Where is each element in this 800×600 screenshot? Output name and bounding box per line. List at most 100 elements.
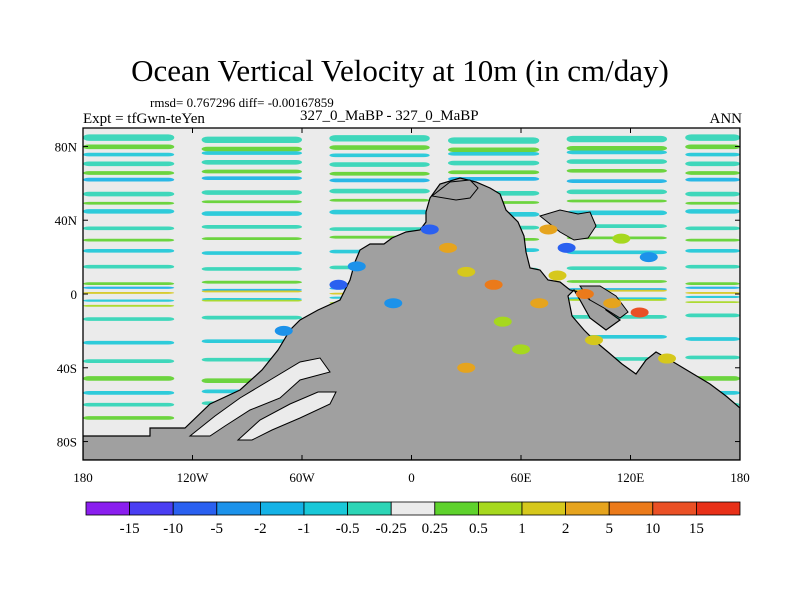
velocity-blob — [658, 353, 676, 364]
velocity-band — [83, 291, 175, 294]
land-arctic-rim — [430, 179, 479, 201]
velocity-blob — [347, 261, 366, 272]
velocity-blob — [539, 224, 558, 235]
colorbar-swatch — [347, 501, 392, 516]
velocity-blob — [493, 316, 512, 327]
experiment-label: Expt = tfGwn-teYen — [83, 111, 205, 127]
velocity-band — [83, 152, 175, 157]
velocity-band — [685, 337, 740, 341]
y-tick-label: 0 — [71, 287, 78, 302]
velocity-band — [448, 170, 540, 175]
colorbar-label: -5 — [211, 521, 224, 537]
velocity-blob — [457, 362, 476, 373]
velocity-band — [201, 251, 302, 255]
velocity-band — [201, 299, 302, 302]
velocity-band — [685, 301, 740, 304]
velocity-band — [201, 190, 302, 195]
velocity-band — [685, 238, 740, 242]
velocity-band — [685, 171, 740, 175]
colorbar-swatch — [434, 501, 479, 516]
velocity-band — [566, 199, 667, 203]
velocity-band — [83, 391, 175, 395]
velocity-band — [685, 313, 740, 318]
velocity-band — [201, 315, 302, 320]
velocity-band — [83, 286, 175, 289]
velocity-band — [83, 134, 175, 141]
velocity-band — [448, 177, 540, 181]
velocity-anomaly-blobs — [274, 224, 676, 373]
velocity-band — [83, 299, 175, 302]
velocity-band — [83, 201, 175, 205]
velocity-band — [83, 171, 175, 175]
colorbar-label: 15 — [689, 521, 704, 537]
velocity-band — [201, 280, 302, 284]
velocity-blob — [612, 233, 631, 244]
chart-title: Ocean Vertical Velocity at 10m (in cm/da… — [131, 53, 669, 88]
velocity-band — [201, 267, 302, 271]
colorbar-label: -0.25 — [376, 521, 407, 537]
colorbar-swatch — [390, 501, 436, 516]
velocity-band — [329, 198, 430, 202]
velocity-band — [566, 150, 667, 155]
colorbar-swatch — [477, 501, 523, 516]
velocity-blob — [512, 344, 530, 355]
velocity-band — [685, 226, 740, 231]
land-masses — [83, 177, 740, 460]
velocity-band — [448, 147, 540, 153]
colorbar-label: -10 — [163, 521, 183, 537]
velocity-blob — [630, 307, 649, 318]
velocity-band — [685, 191, 740, 197]
velocity-band — [448, 137, 540, 144]
velocity-band — [329, 145, 430, 150]
velocity-band — [83, 359, 175, 363]
velocity-band — [83, 191, 175, 197]
velocity-blob — [639, 252, 658, 263]
velocity-band — [685, 152, 740, 157]
velocity-band — [685, 209, 740, 214]
colorbar-label: 2 — [562, 521, 570, 537]
velocity-blob — [603, 298, 622, 309]
velocity-band — [83, 340, 175, 345]
colorbar-label: 0.25 — [422, 521, 448, 537]
velocity-band — [329, 162, 430, 167]
velocity-band — [329, 178, 430, 183]
velocity-band — [201, 225, 302, 229]
velocity-band — [83, 304, 175, 307]
velocity-band — [83, 248, 175, 253]
x-tick-label: 60E — [511, 470, 532, 485]
colorbar-label: 5 — [605, 521, 613, 537]
velocity-band — [201, 200, 302, 204]
velocity-band — [329, 209, 430, 215]
velocity-band — [83, 416, 175, 420]
velocity-band — [566, 210, 667, 216]
colorbar-swatch — [652, 501, 697, 516]
y-tick-label: 80S — [57, 435, 77, 450]
velocity-blob — [530, 298, 549, 309]
x-tick-label: 180 — [730, 470, 750, 485]
season-label: ANN — [709, 111, 743, 127]
colorbar-label: 0.5 — [469, 521, 488, 537]
velocity-blob — [384, 298, 403, 309]
velocity-band — [566, 159, 667, 164]
x-axis: 180 120W 60W 0 60E 120E 180 — [73, 128, 750, 485]
velocity-band — [685, 134, 740, 141]
velocity-blob — [274, 325, 293, 336]
velocity-band — [83, 376, 175, 381]
velocity-band — [448, 151, 540, 156]
colorbar-label: -0.5 — [336, 521, 360, 537]
velocity-band — [201, 169, 302, 174]
velocity-band — [201, 237, 302, 241]
velocity-band — [201, 290, 302, 293]
velocity-blob — [557, 242, 576, 253]
velocity-band — [83, 264, 175, 269]
velocity-band — [329, 227, 430, 231]
velocity-band — [685, 286, 740, 289]
land-south-america-west — [188, 357, 331, 437]
colorbar-swatch — [85, 501, 130, 516]
velocity-band — [685, 201, 740, 205]
velocity-band — [685, 282, 740, 286]
colorbar-swatch — [172, 501, 218, 516]
velocity-band — [83, 177, 175, 182]
velocity-band — [83, 161, 175, 167]
